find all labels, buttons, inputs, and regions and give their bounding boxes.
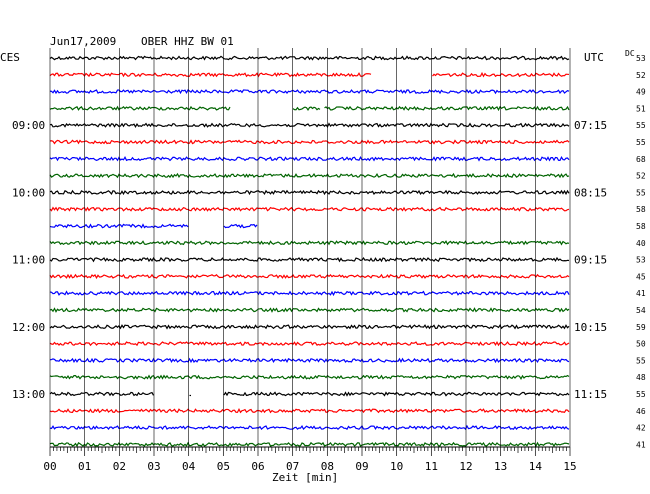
dc-value: 68 <box>636 155 646 164</box>
dc-value: 41 <box>636 440 646 449</box>
trace-16 <box>49 324 570 330</box>
hour-labels: 09:00 10:00 11:00 12:00 13:00 07:15 08:15 09:15… <box>12 119 607 401</box>
trace-group: 53 52 49 51 55 55 68 52 55 58 58 40 53 45 41 54 59 50 55 48… <box>49 54 646 449</box>
trace-5 <box>49 139 570 145</box>
x-tick-label: 13 <box>494 460 507 473</box>
dc-value: 46 <box>636 407 646 416</box>
dc-value: 50 <box>636 340 646 349</box>
right-hour-label: 08:15 <box>574 186 607 199</box>
x-tick-label: 12 <box>459 460 472 473</box>
x-tick-label: 00 <box>43 460 56 473</box>
x-tick-label: 10 <box>390 460 403 473</box>
dc-value: 52 <box>636 71 646 80</box>
x-axis: 00 01 02 03 04 05 06 07 08 09 10 11 12 13 14 15 <box>43 446 577 473</box>
trace-22 <box>49 424 570 431</box>
x-tick-label: 07 <box>286 460 299 473</box>
dc-value: 53 <box>636 256 646 265</box>
trace-9 <box>49 206 570 212</box>
dc-value: 42 <box>636 424 646 433</box>
dc-value: 41 <box>636 289 646 298</box>
right-hour-label: 11:15 <box>574 388 607 401</box>
left-hour-label: 13:00 <box>12 388 45 401</box>
timezone-left-label: CES <box>0 51 20 64</box>
trace-7 <box>49 172 570 179</box>
dc-value: 40 <box>636 239 646 248</box>
trace-21 <box>49 407 570 414</box>
dc-value: 55 <box>636 188 646 197</box>
x-tick-label: 02 <box>113 460 126 473</box>
trace-13 <box>49 273 570 280</box>
left-hour-label: 11:00 <box>12 254 45 267</box>
trace-14 <box>49 290 570 297</box>
dc-value: 59 <box>636 323 646 332</box>
trace-15 <box>49 307 570 313</box>
x-tick-label: 14 <box>529 460 543 473</box>
trace-10 <box>49 223 258 229</box>
x-tick-label: 11 <box>425 460 438 473</box>
trace-18 <box>49 357 570 364</box>
trace-12 <box>49 256 570 263</box>
dc-value: 55 <box>636 138 646 147</box>
dc-value: 58 <box>636 222 646 231</box>
right-hour-label: 10:15 <box>574 321 607 334</box>
trace-1 <box>49 71 570 78</box>
left-hour-label: 12:00 <box>12 321 45 334</box>
trace-6 <box>49 156 570 162</box>
dc-value: 54 <box>636 306 646 315</box>
trace-0 <box>49 55 570 61</box>
dc-value: 55 <box>636 356 646 365</box>
grid-lines <box>49 48 571 447</box>
trace-19 <box>49 374 570 380</box>
trace-20 <box>49 391 570 397</box>
trace-4 <box>49 122 570 129</box>
x-axis-label: Zeit [min] <box>272 471 338 484</box>
timezone-right-label: UTC <box>584 51 604 64</box>
dc-value: 45 <box>636 272 646 281</box>
dc-value: 55 <box>636 121 646 130</box>
x-tick-label: 09 <box>355 460 368 473</box>
left-hour-label: 10:00 <box>12 186 45 199</box>
x-tick-label: 06 <box>251 460 264 473</box>
dc-value: 51 <box>636 104 646 113</box>
trace-11 <box>49 240 570 246</box>
left-hour-label: 09:00 <box>12 119 45 132</box>
x-tick-label: 08 <box>321 460 334 473</box>
dc-value: 55 <box>636 390 646 399</box>
trace-17 <box>49 340 570 347</box>
right-hour-label: 07:15 <box>574 119 607 132</box>
dc-value: 49 <box>636 88 646 97</box>
trace-2 <box>49 89 570 95</box>
x-tick-label: 01 <box>78 460 91 473</box>
station-label: OBER HHZ BW 01 <box>141 35 234 48</box>
dc-label: DC <box>625 49 635 58</box>
right-hour-label: 09:15 <box>574 254 607 267</box>
x-tick-label: 04 <box>182 460 196 473</box>
trace-8 <box>49 189 570 196</box>
date-label: Jun17,2009 <box>50 35 116 48</box>
trace-23 <box>49 441 570 448</box>
x-tick-label: 03 <box>147 460 160 473</box>
x-tick-label: 15 <box>563 460 576 473</box>
trace-3 <box>49 105 570 112</box>
dc-value: 52 <box>636 172 646 181</box>
dc-value: 48 <box>636 373 646 382</box>
x-tick-label: 05 <box>217 460 230 473</box>
dc-value: 53 <box>636 54 646 63</box>
dc-value: 58 <box>636 205 646 214</box>
